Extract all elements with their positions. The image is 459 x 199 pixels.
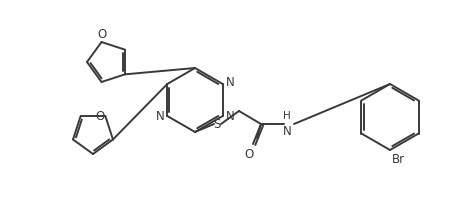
Text: O: O xyxy=(97,28,106,41)
Text: N: N xyxy=(226,76,235,90)
Text: O: O xyxy=(95,109,104,123)
Text: N: N xyxy=(283,125,291,138)
Text: N: N xyxy=(156,109,164,123)
Text: N: N xyxy=(226,109,235,123)
Text: O: O xyxy=(244,148,254,161)
Text: Br: Br xyxy=(392,153,405,166)
Text: S: S xyxy=(213,117,221,131)
Text: H: H xyxy=(283,111,291,121)
